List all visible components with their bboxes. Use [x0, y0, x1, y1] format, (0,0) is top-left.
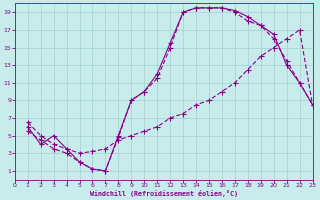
X-axis label: Windchill (Refroidissement éolien,°C): Windchill (Refroidissement éolien,°C): [90, 190, 238, 197]
